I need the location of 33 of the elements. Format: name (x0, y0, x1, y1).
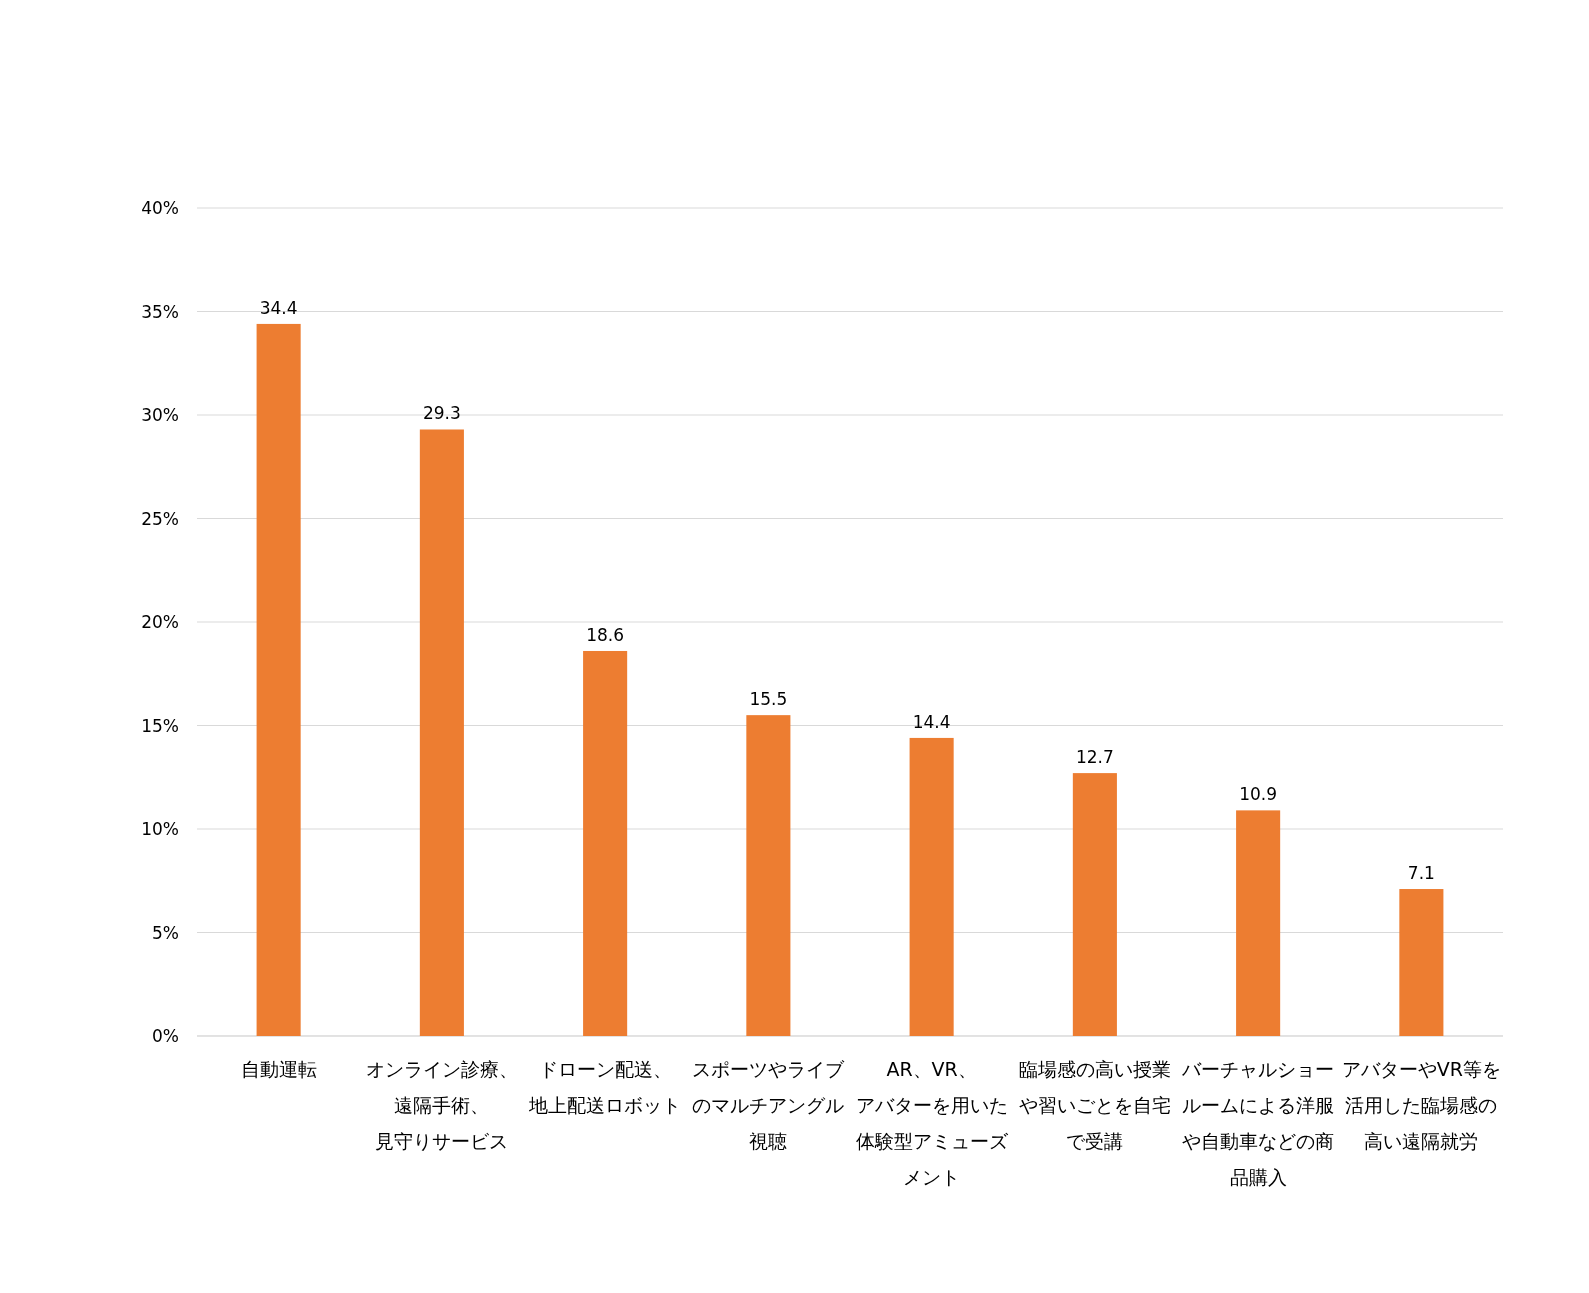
bar (1236, 810, 1281, 1036)
data-label: 7.1 (1407, 863, 1435, 884)
x-tick-label: スポーツやライブのマルチアングル視聴 (692, 1058, 846, 1152)
data-label: 10.9 (1239, 784, 1278, 805)
bar (419, 429, 464, 1036)
x-tick-label: AR、VR、アバターを用いた体験型アミューズメント (855, 1058, 1009, 1188)
bar (746, 715, 791, 1036)
bar (909, 737, 954, 1036)
x-tick-label: バーチャルショールームによる洋服や自動車などの商品購入 (1181, 1058, 1335, 1188)
y-tick-label: 25% (141, 508, 179, 529)
data-label: 18.6 (586, 624, 625, 645)
data-label: 34.4 (259, 297, 298, 318)
bar (583, 650, 628, 1036)
x-tick-label: オンライン診療、遠隔手術、見守りサービス (365, 1058, 518, 1152)
y-tick-label: 35% (141, 301, 179, 322)
x-tick-label: 自動運転 (240, 1058, 317, 1080)
bar (1072, 773, 1117, 1036)
y-tick-label: 10% (141, 819, 179, 839)
y-tick-label: 5% (152, 922, 179, 943)
y-tick-label: 15% (141, 715, 179, 736)
data-label: 15.5 (749, 689, 788, 710)
data-label: 29.3 (422, 403, 461, 424)
x-tick-label: 臨場感の高い授業や習いごとを自宅で受講 (1018, 1058, 1171, 1152)
data-label: 12.7 (1075, 747, 1114, 768)
x-tick-label: ドローン配送、地上配送ロボット (528, 1058, 682, 1116)
y-tick-label: 30% (141, 405, 179, 425)
bar (256, 323, 301, 1036)
y-tick-label: 40% (141, 198, 179, 218)
x-tick-label: アバターやVR等を活用した臨場感の高い遠隔就労 (1341, 1058, 1501, 1152)
y-tick-label: 20% (141, 612, 179, 632)
data-label: 14.4 (912, 711, 951, 732)
bar (1399, 889, 1444, 1036)
y-tick-label: 0% (152, 1026, 179, 1046)
